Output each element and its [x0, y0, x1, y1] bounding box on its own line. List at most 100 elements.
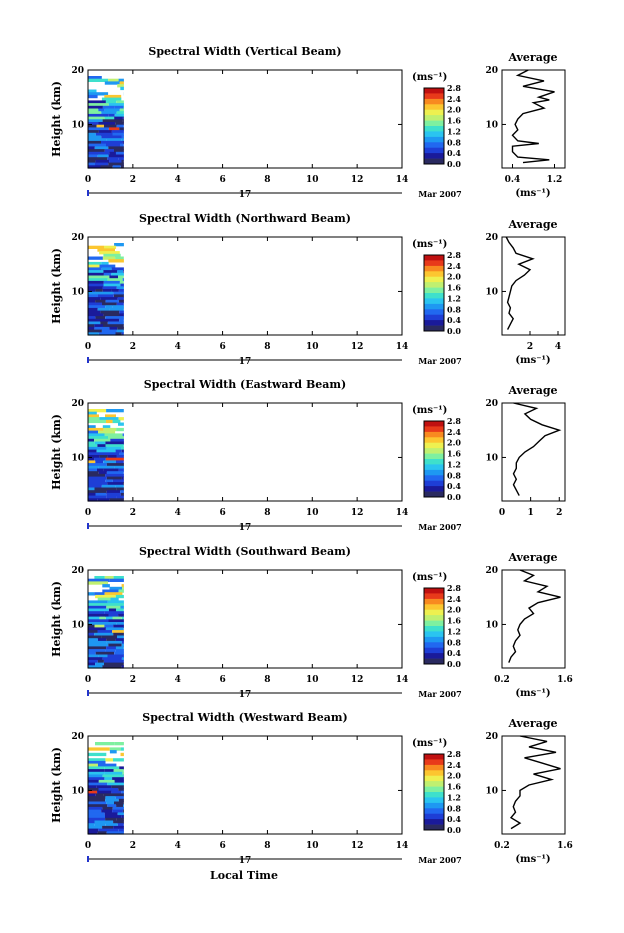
profile-line: [506, 237, 533, 330]
y-tick-label: 10: [71, 287, 84, 297]
y-tick-label: 10: [71, 120, 84, 130]
colorbar-tick-label: 2.8: [447, 583, 461, 593]
profile-x-tick-label: 2: [527, 342, 533, 352]
panel-title: Spectral Width (Eastward Beam): [144, 378, 346, 391]
colorbar-swatch: [424, 599, 444, 605]
colorbar-swatch: [424, 797, 444, 803]
colorbar-swatch: [424, 88, 444, 94]
colorbar-swatch: [424, 293, 444, 299]
heatmap: [88, 76, 124, 169]
colorbar-tick-label: 2.4: [447, 261, 461, 271]
y-tick-label: 10: [71, 453, 84, 463]
heatmap-cell: [110, 750, 117, 753]
colorbar-tick-label: 2.4: [447, 427, 461, 437]
heatmap-cell: [121, 753, 124, 756]
x-tick-label: 2: [130, 342, 136, 352]
heatmap-cell: [95, 742, 115, 745]
profile-x-tick-label: 1.2: [547, 175, 563, 185]
heatmap-cell: [88, 592, 94, 595]
colorbar-swatch: [424, 808, 444, 814]
colorbar-tick-label: 0.0: [447, 659, 461, 669]
x-tick-label: 10: [306, 508, 319, 518]
colorbar-tick-label: 1.6: [447, 449, 461, 459]
x-tick-label: 6: [219, 175, 225, 185]
profile-line: [511, 736, 561, 829]
x-tick-label: 2: [130, 675, 136, 685]
colorbar-swatch: [424, 642, 444, 648]
y-tick-label: 20: [71, 732, 84, 742]
colorbar-swatch: [424, 486, 444, 492]
heatmap: [88, 409, 124, 502]
heatmap: [88, 576, 124, 669]
profile-frame: [502, 736, 565, 834]
colorbar-tick-label: 1.2: [447, 626, 461, 636]
colorbar-tick-label: 0.0: [447, 492, 461, 502]
colorbar-tick-label: 2.4: [447, 94, 461, 104]
date-day: 17: [239, 690, 252, 700]
profile-x-tick-label: 1.6: [557, 841, 573, 851]
colorbar-swatch: [424, 304, 444, 310]
x-tick-label: 10: [306, 342, 319, 352]
x-tick-label: 10: [306, 175, 319, 185]
x-tick-label: 0: [85, 342, 91, 352]
profile-x-tick-label: 0.2: [494, 841, 510, 851]
profile-y-tick-label: 20: [485, 399, 498, 409]
profile-frame: [502, 570, 565, 668]
colorbar-tick-label: 1.6: [447, 116, 461, 126]
date-day: 17: [239, 856, 252, 866]
heatmap-cell: [116, 428, 124, 431]
x-tick-label: 2: [130, 508, 136, 518]
panel-title: Spectral Width (Westward Beam): [142, 711, 347, 724]
profile-line: [514, 403, 560, 496]
heatmap-cell: [120, 87, 124, 90]
colorbar-swatch: [424, 781, 444, 787]
colorbar-swatch: [424, 626, 444, 632]
plot-frame: [88, 70, 402, 168]
colorbar-swatch: [424, 93, 444, 99]
x-tick-label: 14: [396, 841, 409, 851]
x-tick-label: 8: [264, 508, 270, 518]
date-label: Mar 2007: [418, 855, 461, 865]
colorbar-tick-label: 0.8: [447, 803, 461, 813]
x-tick-label: 8: [264, 675, 270, 685]
profile-title: Average: [507, 384, 557, 397]
profile-x-tick-label: 0.2: [494, 675, 510, 685]
x-tick-label: 12: [351, 841, 364, 851]
colorbar-tick-label: 1.6: [447, 616, 461, 626]
heatmap-cell: [88, 95, 98, 98]
y-axis-label: Height (km): [50, 414, 63, 490]
date-day: 17: [239, 523, 252, 533]
colorbar-tick-label: 2.8: [447, 416, 461, 426]
x-tick-label: 14: [396, 175, 409, 185]
colorbar-swatch: [424, 653, 444, 659]
colorbar-swatch: [424, 432, 444, 438]
x-tick-label: 4: [175, 508, 181, 518]
colorbar-swatch: [424, 792, 444, 798]
colorbar-swatch: [424, 266, 444, 272]
heatmap-cell: [88, 257, 103, 260]
heatmap-cell: [121, 747, 124, 750]
x-tick-label: 6: [219, 508, 225, 518]
colorbar-swatch: [424, 443, 444, 449]
heatmap-cell: [106, 409, 124, 412]
x-tick-label: 12: [351, 342, 364, 352]
colorbar-swatch: [424, 819, 444, 825]
date-label: Mar 2007: [418, 689, 461, 699]
heatmap-cell: [88, 420, 106, 423]
y-axis-label: Height (km): [50, 581, 63, 657]
profile-y-tick-label: 10: [485, 453, 498, 463]
colorbar-swatch: [424, 588, 444, 594]
profile-x-label: (ms⁻¹): [515, 688, 550, 699]
y-tick-label: 20: [71, 399, 84, 409]
colorbar-swatch: [424, 320, 444, 326]
x-tick-label: 0: [85, 508, 91, 518]
y-tick-label: 20: [71, 66, 84, 76]
colorbar-tick-label: 0.0: [447, 825, 461, 835]
x-tick-label: 8: [264, 841, 270, 851]
colorbar-tick-label: 2.0: [447, 105, 461, 115]
